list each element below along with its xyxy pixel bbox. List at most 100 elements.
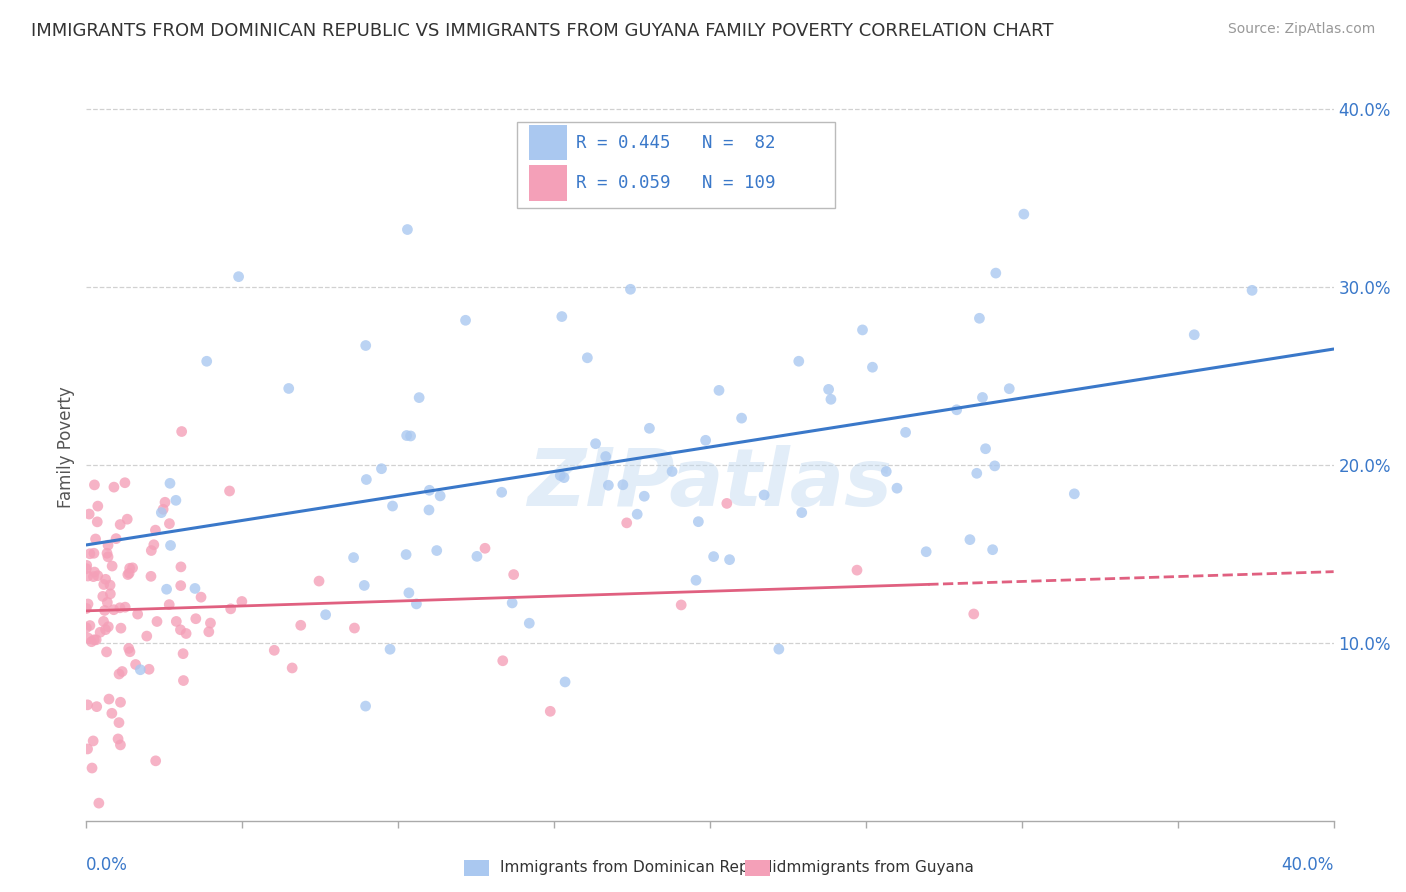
Point <box>370 461 392 475</box>
Point <box>342 550 364 565</box>
Point <box>97 549 120 564</box>
Point <box>730 411 752 425</box>
Point <box>150 506 173 520</box>
Point <box>616 516 638 530</box>
Point <box>972 391 994 405</box>
Point <box>501 596 523 610</box>
Point <box>174 626 197 640</box>
Point <box>146 615 169 629</box>
Point <box>93 615 115 629</box>
Point <box>553 470 575 484</box>
Point <box>768 642 790 657</box>
Point <box>405 597 427 611</box>
Point <box>974 442 997 456</box>
Point <box>228 269 250 284</box>
Point <box>263 643 285 657</box>
Point <box>846 563 869 577</box>
Point <box>418 483 440 498</box>
Text: Source: ZipAtlas.com: Source: ZipAtlas.com <box>1227 22 1375 37</box>
Point <box>585 436 607 450</box>
Point <box>695 434 717 448</box>
Point <box>103 480 125 494</box>
Point <box>983 458 1005 473</box>
Point <box>851 323 873 337</box>
Point <box>595 450 617 464</box>
Point <box>408 391 430 405</box>
Point <box>170 579 193 593</box>
Point <box>153 495 176 509</box>
Point <box>105 532 128 546</box>
Point <box>97 620 120 634</box>
Point <box>86 515 108 529</box>
Point <box>87 796 110 810</box>
Point <box>707 384 730 398</box>
Point <box>94 572 117 586</box>
Point <box>195 354 218 368</box>
Point <box>76 698 98 712</box>
Point <box>159 476 181 491</box>
Point <box>356 473 378 487</box>
Point <box>638 421 661 435</box>
Point <box>454 313 477 327</box>
Point <box>83 478 105 492</box>
Point <box>817 383 839 397</box>
Point <box>111 665 134 679</box>
Text: ZIPatlas: ZIPatlas <box>527 445 893 524</box>
Point <box>598 478 620 492</box>
Point <box>96 595 118 609</box>
Point <box>820 392 842 407</box>
Point <box>76 558 98 573</box>
Point <box>169 623 191 637</box>
Point <box>354 338 377 352</box>
Point <box>110 621 132 635</box>
Point <box>915 545 938 559</box>
Y-axis label: Family Poverty: Family Poverty <box>58 386 75 508</box>
Point <box>152 502 174 516</box>
Text: IMMIGRANTS FROM DOMINICAN REPUBLIC VS IMMIGRANTS FROM GUYANA FAMILY POVERTY CORR: IMMIGRANTS FROM DOMINICAN REPUBLIC VS IM… <box>31 22 1053 40</box>
FancyBboxPatch shape <box>516 121 835 208</box>
Point <box>82 569 104 583</box>
Point <box>83 565 105 579</box>
Point <box>121 561 143 575</box>
Point <box>139 569 162 583</box>
Point <box>998 382 1021 396</box>
Point <box>108 517 131 532</box>
Point <box>554 675 576 690</box>
Point <box>84 632 107 647</box>
Point <box>165 493 187 508</box>
Point <box>77 569 100 583</box>
Point <box>945 402 967 417</box>
Point <box>79 547 101 561</box>
Point <box>108 667 131 681</box>
Point <box>353 578 375 592</box>
Point <box>626 507 648 521</box>
Text: R = 0.059   N = 109: R = 0.059 N = 109 <box>576 174 776 192</box>
Point <box>396 222 419 236</box>
Point <box>200 616 222 631</box>
Point <box>165 615 187 629</box>
Point <box>114 475 136 490</box>
Point <box>77 507 100 521</box>
Point <box>172 647 194 661</box>
Point <box>91 590 114 604</box>
Point <box>80 634 103 648</box>
Point <box>752 488 775 502</box>
Point <box>875 465 897 479</box>
Point <box>110 738 132 752</box>
Point <box>87 568 110 582</box>
Point <box>718 552 741 566</box>
Point <box>157 598 180 612</box>
Point <box>984 266 1007 280</box>
Point <box>277 381 299 395</box>
Point <box>114 600 136 615</box>
Point <box>170 560 193 574</box>
Point <box>633 489 655 503</box>
Point <box>118 566 141 581</box>
Point <box>219 602 242 616</box>
Point <box>661 465 683 479</box>
Point <box>159 538 181 552</box>
Point <box>969 311 991 326</box>
Point <box>84 532 107 546</box>
Point <box>98 587 121 601</box>
Point <box>399 429 422 443</box>
